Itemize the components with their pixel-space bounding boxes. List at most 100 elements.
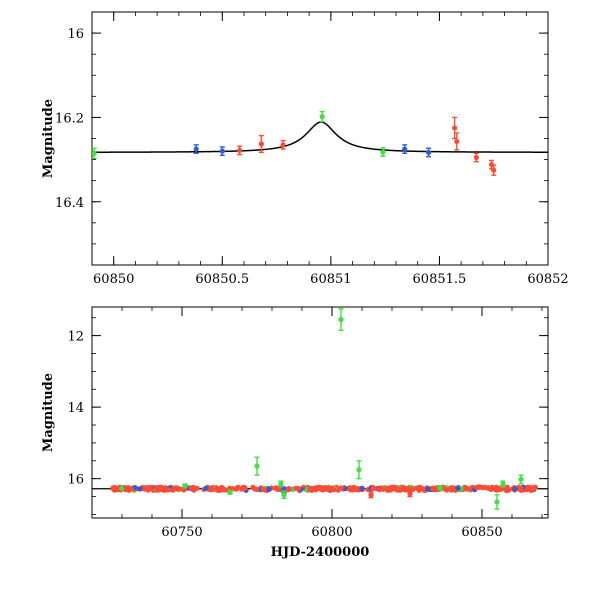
data-point-red bbox=[209, 486, 215, 492]
data-point-red bbox=[353, 486, 359, 492]
data-point-red bbox=[242, 485, 248, 491]
data-point-green bbox=[278, 481, 284, 487]
background-observation-point bbox=[313, 487, 319, 493]
data-point-red bbox=[338, 485, 344, 491]
data-point-red bbox=[110, 485, 116, 491]
data-point-green bbox=[254, 463, 260, 469]
data-point-red bbox=[323, 486, 329, 492]
data-point-green bbox=[518, 476, 524, 482]
data-point-blue bbox=[359, 486, 365, 492]
full-light-curve-panel: 60750 60800 60850 12 14 16 Magnitude HJD-240000… bbox=[41, 306, 549, 560]
data-point-blue bbox=[455, 485, 461, 491]
data-point-green bbox=[227, 489, 233, 495]
data-point-blue bbox=[266, 486, 272, 492]
data-point-red bbox=[464, 486, 470, 492]
data-point-red bbox=[275, 486, 281, 492]
data-point-red bbox=[407, 491, 413, 497]
background-observation-point bbox=[404, 485, 411, 491]
plot-frame bbox=[91, 306, 549, 519]
y-axis-title: Magnitude bbox=[41, 373, 56, 452]
data-point-red bbox=[383, 486, 389, 492]
data-point-blue bbox=[402, 146, 408, 152]
background-observation-point bbox=[188, 485, 194, 491]
background-observation-point bbox=[342, 486, 348, 492]
data-point-red bbox=[473, 154, 479, 161]
y-tick-label: 16 bbox=[67, 473, 84, 488]
data-point-red bbox=[530, 486, 536, 492]
background-observation-point bbox=[235, 484, 241, 490]
x-tick-label: 60850.5 bbox=[195, 272, 249, 287]
background-observation-point bbox=[376, 487, 382, 493]
background-observation-point bbox=[393, 485, 399, 492]
plot-content bbox=[92, 110, 548, 176]
data-point-green bbox=[182, 483, 188, 489]
data-point-red bbox=[452, 125, 458, 131]
data-point-red bbox=[488, 486, 494, 492]
data-point-blue bbox=[512, 486, 518, 492]
data-point-blue bbox=[203, 485, 209, 491]
data-point-green bbox=[92, 150, 97, 156]
y-tick-label: 12 bbox=[67, 330, 84, 345]
data-point-red bbox=[518, 485, 524, 491]
background-observation-point bbox=[286, 485, 292, 492]
x-tick-label: 60850 bbox=[93, 272, 134, 287]
data-point-red bbox=[176, 486, 182, 492]
background-observation-point bbox=[370, 485, 376, 491]
y-tick-label: 14 bbox=[67, 401, 84, 416]
data-point-green bbox=[338, 316, 344, 323]
data-point-green bbox=[319, 113, 325, 120]
data-point-blue bbox=[219, 148, 225, 154]
data-point-red bbox=[368, 492, 374, 498]
data-point-red bbox=[260, 486, 266, 492]
y-tick-label: 16.4 bbox=[55, 196, 84, 211]
data-point-blue bbox=[193, 146, 199, 152]
data-point-green bbox=[437, 485, 443, 491]
data-point-blue bbox=[425, 149, 432, 156]
x-axis-title: HJD-2400000 bbox=[271, 545, 370, 560]
x-tick-label: 60852 bbox=[527, 272, 568, 287]
data-point-red bbox=[128, 486, 134, 492]
y-tick-label: 16 bbox=[67, 27, 84, 42]
x-tick-label: 60851 bbox=[310, 272, 351, 287]
data-point-red bbox=[419, 485, 425, 491]
data-point-red bbox=[280, 142, 286, 148]
x-tick-label: 60850 bbox=[461, 525, 502, 540]
background-observation-point bbox=[132, 484, 138, 491]
data-point-green bbox=[356, 467, 362, 473]
data-point-red bbox=[454, 138, 460, 145]
data-point-red bbox=[476, 484, 482, 490]
data-point-red bbox=[161, 486, 167, 492]
data-point-red bbox=[143, 485, 149, 491]
background-observation-point bbox=[214, 485, 220, 491]
background-observation-point bbox=[482, 484, 488, 490]
data-point-green bbox=[281, 492, 287, 498]
data-point-red bbox=[449, 486, 455, 492]
data-point-green bbox=[494, 499, 500, 505]
data-point-red bbox=[308, 486, 314, 492]
background-observation-point bbox=[221, 487, 227, 493]
data-point-blue bbox=[137, 486, 143, 492]
data-point-red bbox=[398, 486, 404, 492]
data-point-red bbox=[258, 141, 264, 147]
background-observation-point bbox=[331, 487, 337, 493]
data-point-red bbox=[194, 485, 200, 491]
y-axis-title: Magnitude bbox=[41, 99, 56, 178]
background-observation-point bbox=[388, 487, 394, 493]
zoomed-light-curve-panel: 60850 60850.5 60851 60851.5 60852 16 16.2 16.4 M… bbox=[41, 11, 569, 287]
data-point-green bbox=[380, 149, 386, 155]
data-point-blue bbox=[425, 486, 431, 492]
y-tick-label: 16.2 bbox=[55, 111, 84, 126]
background-observation-point bbox=[254, 486, 260, 492]
plot-content bbox=[92, 308, 548, 510]
data-point-red bbox=[237, 147, 243, 153]
data-point-green bbox=[500, 481, 506, 487]
x-tick-label: 60750 bbox=[161, 525, 202, 540]
x-tick-label: 60851.5 bbox=[413, 272, 467, 287]
data-point-red bbox=[293, 485, 299, 491]
background-observation-point bbox=[318, 485, 324, 491]
x-tick-label: 60800 bbox=[311, 525, 352, 540]
data-point-red bbox=[491, 167, 497, 173]
background-observation-point bbox=[119, 485, 125, 491]
